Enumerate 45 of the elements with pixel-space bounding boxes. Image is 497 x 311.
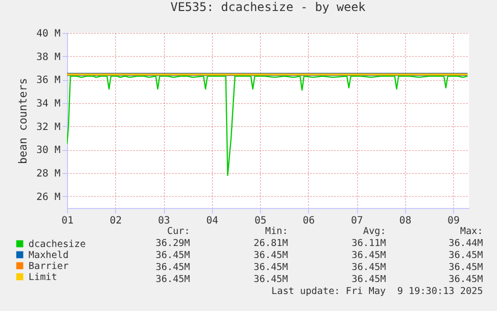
- y-tick-label: 30 M: [36, 145, 60, 156]
- x-tick-label: 01: [61, 216, 74, 226]
- legend-label: Limit: [28, 272, 58, 283]
- text: Last update: Fri May 9 19:30:13 2025: [271, 286, 483, 297]
- text: 36.45M: [254, 250, 288, 261]
- text: 36.45M: [448, 250, 483, 261]
- text: 36.45M: [156, 250, 190, 261]
- text: 36.45M: [352, 274, 386, 285]
- x-tick-label: 07: [351, 216, 364, 226]
- y-tick-label: 28 M: [36, 168, 60, 180]
- x-tick-label: 08: [399, 216, 412, 226]
- x-tick-label: 04: [206, 216, 218, 226]
- y-tick-label: 40 M: [36, 28, 60, 40]
- y-axis-title: bean counters: [16, 78, 30, 164]
- x-tick-label: 02: [110, 216, 122, 226]
- text: 36.45M: [352, 250, 386, 261]
- y-tick-label: 32 M: [36, 122, 60, 133]
- text: Min:: [265, 226, 288, 237]
- chart-title: VE535: dcachesize - by week: [170, 0, 366, 14]
- legend-label: Maxheld: [28, 250, 69, 261]
- x-tick-label: 03: [158, 216, 170, 226]
- text: 36.45M: [448, 262, 483, 273]
- text: Cur:: [167, 226, 190, 237]
- legend-label: Barrier: [28, 260, 69, 272]
- line-series: [67, 76, 468, 176]
- text: 26.81M: [254, 238, 288, 249]
- text: 36.45M: [352, 262, 386, 273]
- text: 36.45M: [448, 274, 483, 285]
- y-tick-label: 36 M: [36, 75, 60, 86]
- x-tick-label: 09: [448, 216, 460, 226]
- y-tick-label: 34 M: [36, 98, 60, 110]
- text: 36.45M: [156, 274, 190, 285]
- x-tick-label: 05: [254, 216, 267, 226]
- y-tick-label: 26 M: [36, 192, 60, 203]
- y-tick-label: 38 M: [36, 52, 60, 63]
- text: 36.44M: [448, 238, 483, 249]
- text: Max:: [460, 226, 483, 237]
- text: Avg:: [363, 226, 386, 237]
- x-tick-label: 06: [302, 216, 315, 226]
- text: 36.45M: [254, 262, 288, 273]
- text: 36.29M: [156, 238, 190, 249]
- text: 36.45M: [254, 274, 288, 285]
- legend-label: dcachesize: [28, 238, 86, 250]
- text: 36.11M: [352, 238, 386, 249]
- text: 36.45M: [156, 262, 190, 273]
